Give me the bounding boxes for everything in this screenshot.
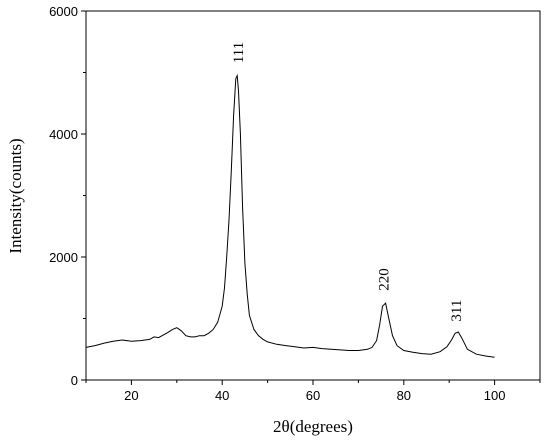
series-line: [85, 73, 495, 358]
x-axis-ticks: 20 40 60 80 100: [85, 380, 541, 403]
x-tick-label: 80: [397, 388, 411, 403]
y-axis-ticks: 0 2000 4000 6000: [49, 4, 86, 388]
peak-label: 311: [449, 300, 465, 322]
peak-label: 220: [376, 268, 392, 291]
y-tick-label: 6000: [49, 4, 78, 19]
x-tick-label: 60: [306, 388, 320, 403]
y-axis-title: Intensity(counts): [6, 138, 25, 253]
y-tick-label: 0: [71, 373, 78, 388]
x-tick-label: 20: [124, 388, 138, 403]
y-tick-label: 2000: [49, 250, 78, 265]
plot-frame: [85, 10, 541, 381]
peak-label: 111: [231, 42, 247, 63]
x-axis-title: 2θ(degrees): [273, 417, 353, 436]
peak-annotations: 111 220 311: [231, 42, 465, 322]
x-tick-label: 40: [215, 388, 229, 403]
y-tick-label: 4000: [49, 127, 78, 142]
x-tick-label: 100: [484, 388, 506, 403]
